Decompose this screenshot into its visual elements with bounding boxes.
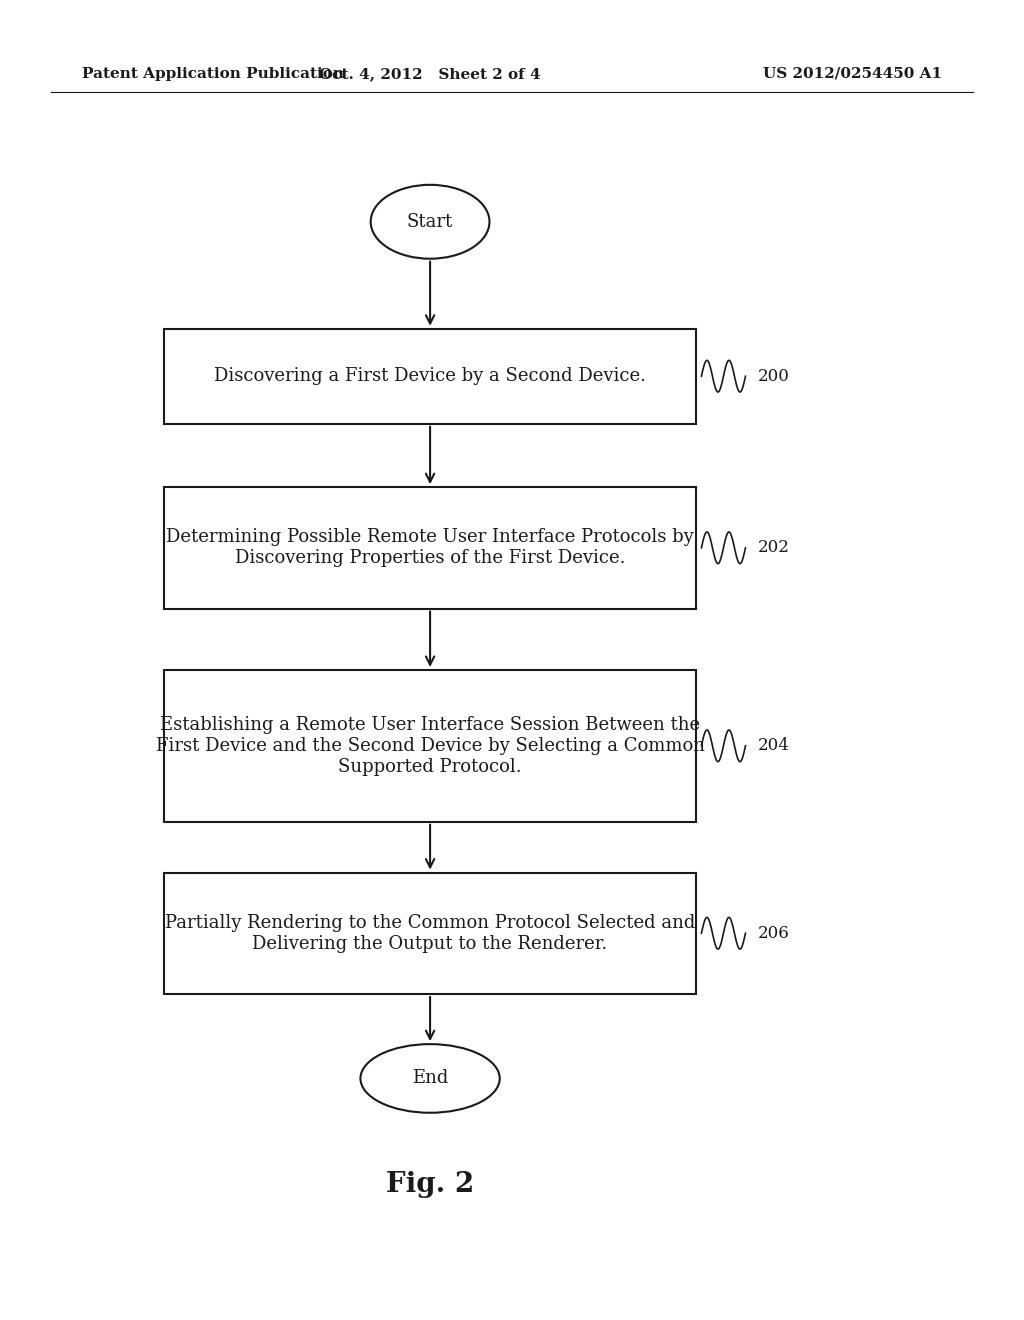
Text: Determining Possible Remote User Interface Protocols by
Discovering Properties o: Determining Possible Remote User Interfa… bbox=[166, 528, 694, 568]
Text: Establishing a Remote User Interface Session Between the
First Device and the Se: Establishing a Remote User Interface Ses… bbox=[156, 715, 705, 776]
Text: 200: 200 bbox=[758, 368, 790, 384]
FancyBboxPatch shape bbox=[164, 487, 696, 609]
Text: US 2012/0254450 A1: US 2012/0254450 A1 bbox=[763, 67, 942, 81]
Text: 202: 202 bbox=[758, 540, 790, 556]
Text: Discovering a First Device by a Second Device.: Discovering a First Device by a Second D… bbox=[214, 367, 646, 385]
Text: Partially Rendering to the Common Protocol Selected and
Delivering the Output to: Partially Rendering to the Common Protoc… bbox=[165, 913, 695, 953]
FancyBboxPatch shape bbox=[164, 671, 696, 821]
Ellipse shape bbox=[360, 1044, 500, 1113]
Text: 204: 204 bbox=[758, 738, 790, 754]
Text: Start: Start bbox=[407, 213, 454, 231]
Text: End: End bbox=[412, 1069, 449, 1088]
Ellipse shape bbox=[371, 185, 489, 259]
Text: 206: 206 bbox=[758, 925, 790, 941]
FancyBboxPatch shape bbox=[164, 329, 696, 424]
Text: Fig. 2: Fig. 2 bbox=[386, 1171, 474, 1197]
FancyBboxPatch shape bbox=[164, 873, 696, 994]
Text: Oct. 4, 2012   Sheet 2 of 4: Oct. 4, 2012 Sheet 2 of 4 bbox=[319, 67, 541, 81]
Text: Patent Application Publication: Patent Application Publication bbox=[82, 67, 344, 81]
